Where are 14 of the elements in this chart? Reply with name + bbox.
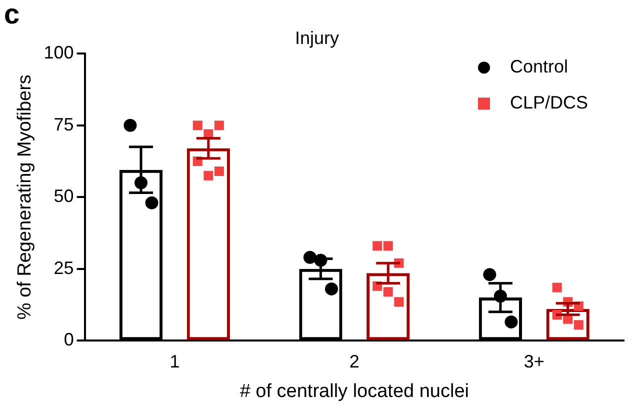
text: c <box>4 0 20 30</box>
y-tick-label: 50 <box>54 186 74 206</box>
y-tick-label: 100 <box>44 42 74 63</box>
chart-title: Injury <box>294 28 340 48</box>
x-axis-title: # of centrally located nuclei <box>240 380 470 402</box>
y-tick-label: 25 <box>54 258 74 278</box>
x-tick-label: 3+ <box>524 351 544 372</box>
legend-label: Control <box>510 56 568 77</box>
y-tick-label: 75 <box>54 114 74 134</box>
legend-label: CLP/DCS <box>510 92 588 113</box>
x-tick-label: 2 <box>349 351 360 372</box>
x-tick-label: 1 <box>170 351 180 372</box>
y-tick-label: 0 <box>64 330 74 350</box>
y-axis-title: % of Regenerating Myofibers <box>14 74 36 320</box>
